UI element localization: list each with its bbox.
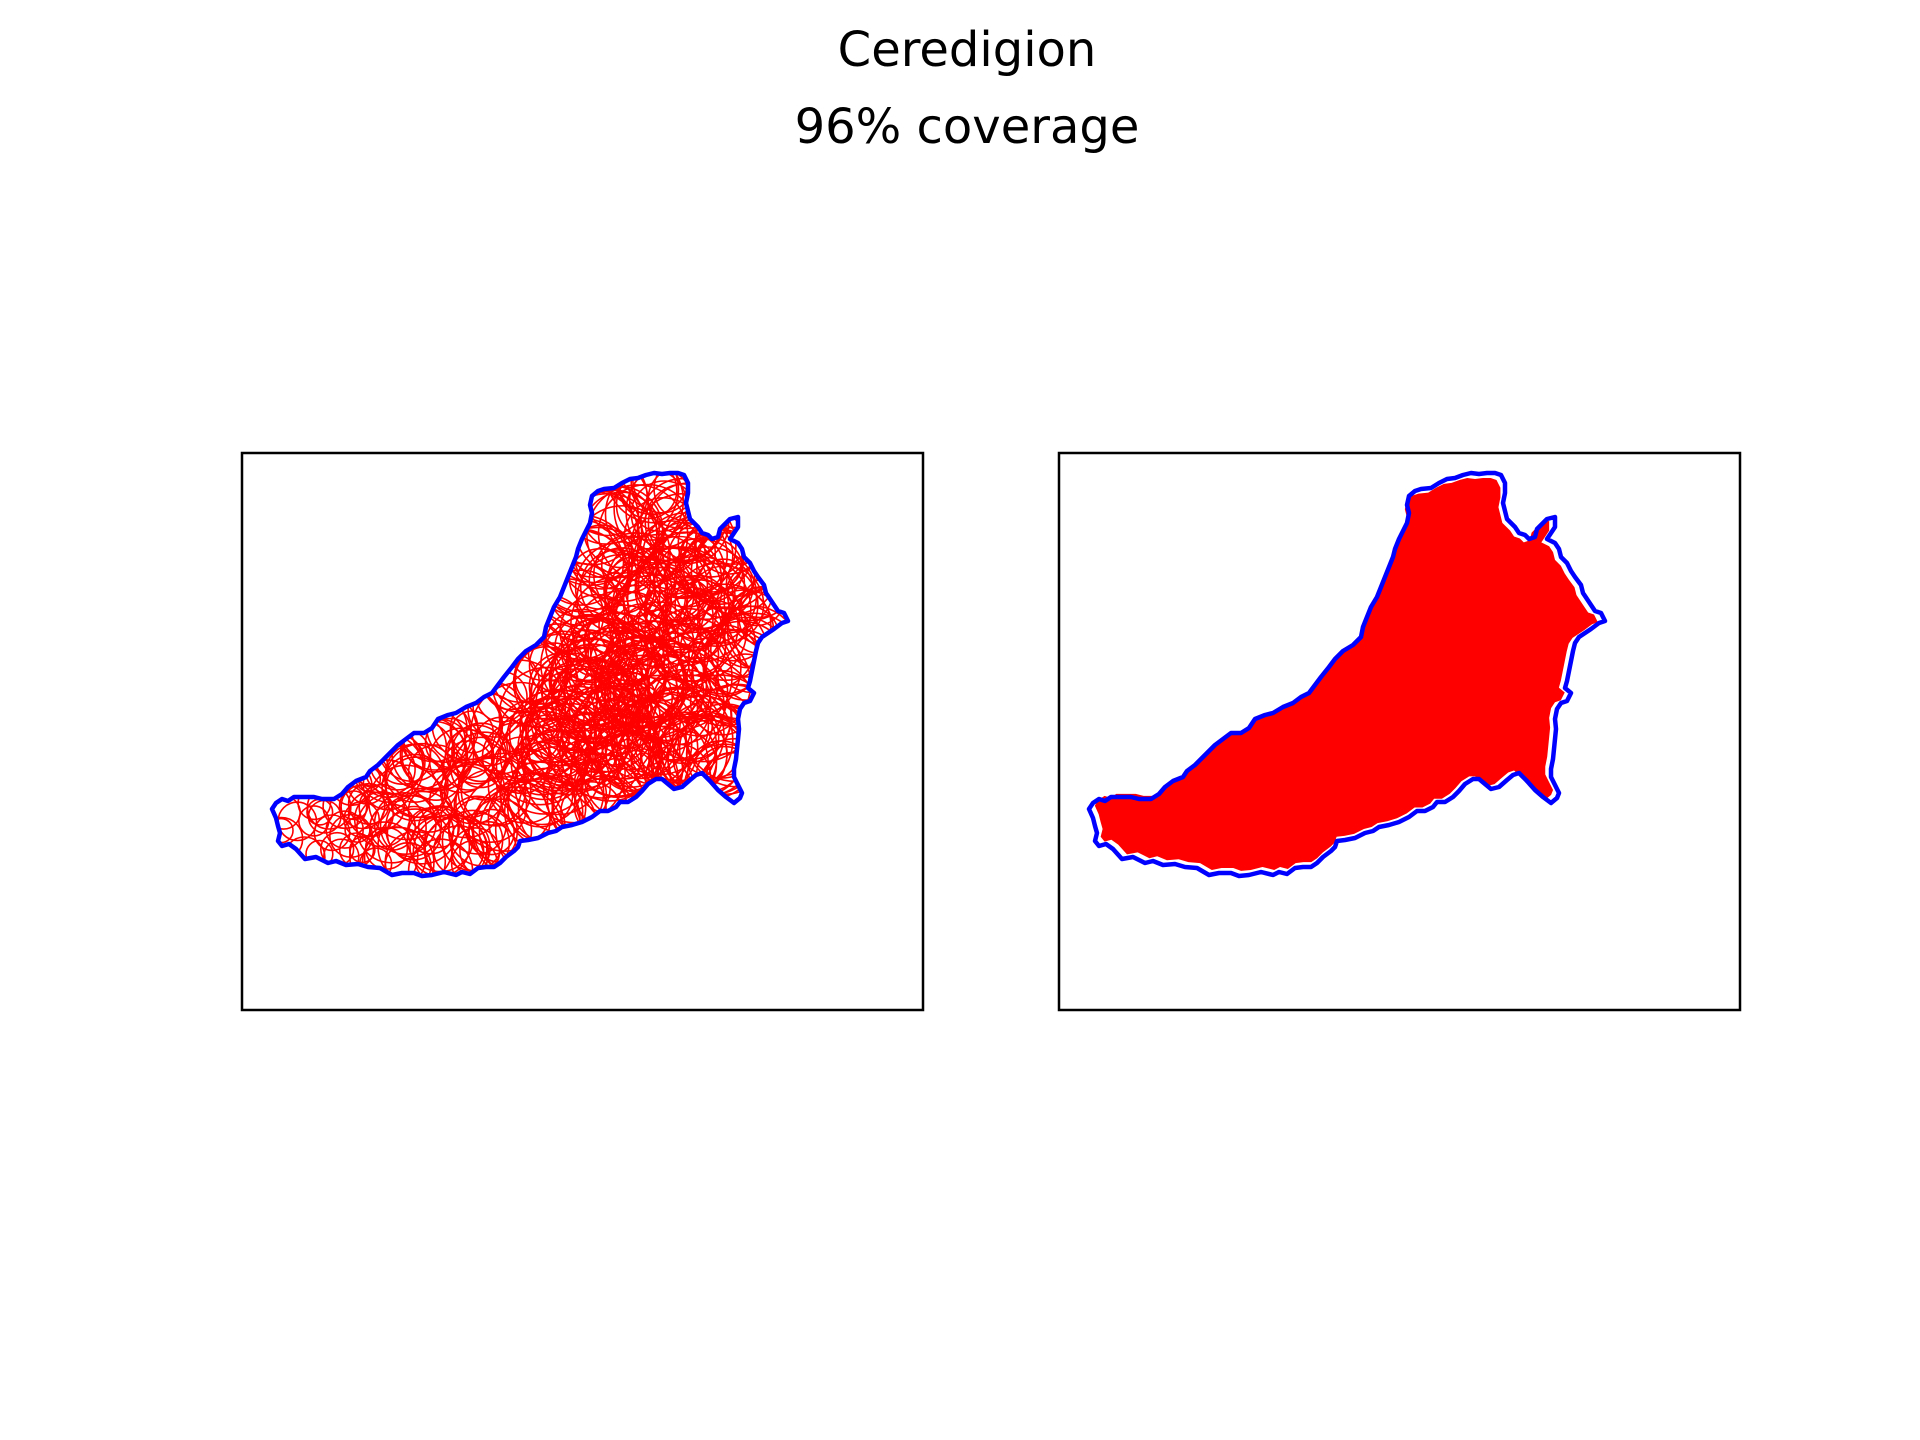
coverage-circle — [325, 810, 364, 849]
coverage-circle — [443, 763, 498, 819]
coverage-circle — [381, 753, 449, 822]
coverage-circle — [407, 787, 453, 833]
coverage-circle — [592, 532, 678, 617]
coverage-circle — [368, 764, 444, 841]
coverage-circle — [516, 730, 602, 816]
coverage-circle — [428, 727, 495, 794]
coverage-circle — [626, 546, 735, 654]
coverage-circle — [373, 791, 437, 855]
coverage-circle — [453, 769, 528, 843]
coverage-circle — [611, 566, 714, 669]
coverage-circle — [534, 659, 626, 751]
coverage-circle — [674, 562, 759, 648]
coverage-circle — [338, 790, 369, 821]
coverage-circle — [635, 678, 699, 742]
coverage-circle — [548, 712, 627, 791]
coverage-circle — [623, 496, 703, 577]
coverage-circle — [447, 795, 507, 855]
coverage-circle — [612, 572, 673, 633]
coverage-circle — [598, 591, 667, 661]
coverage-circle — [597, 483, 697, 584]
coverage-circle — [608, 674, 710, 776]
coverage-circle — [444, 729, 495, 779]
coverage-circle — [472, 716, 531, 775]
coverage-circle — [521, 729, 587, 795]
coverage-circle — [572, 708, 663, 798]
figure-subtitle: 96% coverage — [795, 99, 1140, 155]
coverage-circle — [550, 659, 636, 745]
coverage-circle — [329, 813, 374, 859]
circle-cover-panel — [240, 451, 925, 1012]
coverage-circle — [528, 630, 599, 701]
figure-title: Ceredigion — [838, 22, 1097, 78]
coverage-circle — [579, 549, 656, 625]
coverage-circle — [664, 559, 736, 631]
coverage-circle — [610, 620, 691, 700]
coverage-circle — [446, 724, 507, 785]
coverage-circle — [451, 722, 511, 783]
coverage-circle — [638, 686, 714, 762]
coverage-circle — [379, 794, 443, 858]
coverage-circle — [344, 816, 371, 843]
coverage-circle — [412, 813, 490, 876]
coverage-circle — [693, 558, 754, 619]
filled-union-panel — [1057, 451, 1742, 1012]
coverage-circle — [417, 806, 460, 849]
coverage-circle — [468, 808, 516, 856]
coverage-circle — [554, 629, 621, 696]
coverage-circle — [558, 699, 661, 802]
